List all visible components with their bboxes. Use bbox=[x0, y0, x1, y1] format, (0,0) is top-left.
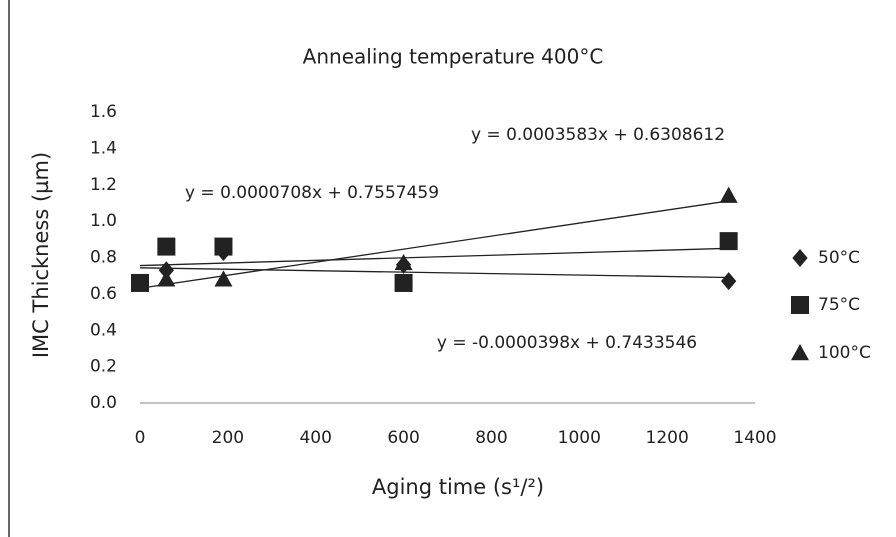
marker bbox=[131, 273, 149, 291]
x-tick-label: 1400 bbox=[733, 428, 776, 448]
legend-marker bbox=[792, 249, 808, 267]
x-tick-label: 400 bbox=[299, 428, 331, 448]
x-tick-label: 800 bbox=[475, 428, 507, 448]
trendline bbox=[139, 200, 729, 289]
trendline-equation: y = 0.0003583x + 0.6308612 bbox=[471, 125, 725, 145]
trendline-equation: y = -0.0000398x + 0.7433546 bbox=[437, 333, 697, 353]
y-axis-label: IMC Thickness (µm) bbox=[29, 152, 53, 358]
marker bbox=[157, 270, 176, 287]
legend-marker bbox=[791, 296, 809, 314]
y-tick-label: 0.6 bbox=[90, 284, 117, 304]
x-tick-label: 600 bbox=[387, 428, 419, 448]
y-tick-label: 1.6 bbox=[90, 102, 117, 122]
legend-label: 50°C bbox=[818, 248, 860, 268]
y-tick-label: 0.2 bbox=[90, 357, 117, 377]
x-axis-label: Aging time (s¹/²) bbox=[372, 475, 544, 499]
y-tick-label: 1.4 bbox=[90, 138, 117, 158]
marker bbox=[719, 232, 738, 251]
legend-label: 100°C bbox=[818, 343, 871, 363]
marker bbox=[157, 237, 176, 256]
trendline bbox=[139, 267, 729, 279]
trendline bbox=[139, 247, 729, 267]
x-tick-label: 200 bbox=[212, 428, 244, 448]
marker bbox=[214, 270, 233, 287]
marker bbox=[158, 261, 175, 280]
y-tick-label: 0.4 bbox=[90, 320, 117, 340]
marker bbox=[719, 186, 738, 203]
x-tick-label: 0 bbox=[135, 428, 146, 448]
marker bbox=[720, 272, 737, 291]
y-tick-label: 1.2 bbox=[90, 175, 117, 195]
y-tick-label: 0.0 bbox=[90, 393, 117, 413]
legend-marker bbox=[791, 344, 809, 361]
x-tick-label: 1200 bbox=[646, 428, 689, 448]
y-tick-label: 0.8 bbox=[90, 248, 117, 268]
chart-title: Annealing temperature 400°C bbox=[303, 45, 604, 69]
marker bbox=[214, 237, 233, 256]
legend-label: 75°C bbox=[818, 295, 860, 315]
trendline-equation: y = 0.0000708x + 0.7557459 bbox=[185, 183, 439, 203]
y-tick-label: 1.0 bbox=[90, 211, 117, 231]
x-tick-label: 1000 bbox=[558, 428, 601, 448]
marker bbox=[394, 273, 413, 292]
marker bbox=[394, 253, 413, 271]
